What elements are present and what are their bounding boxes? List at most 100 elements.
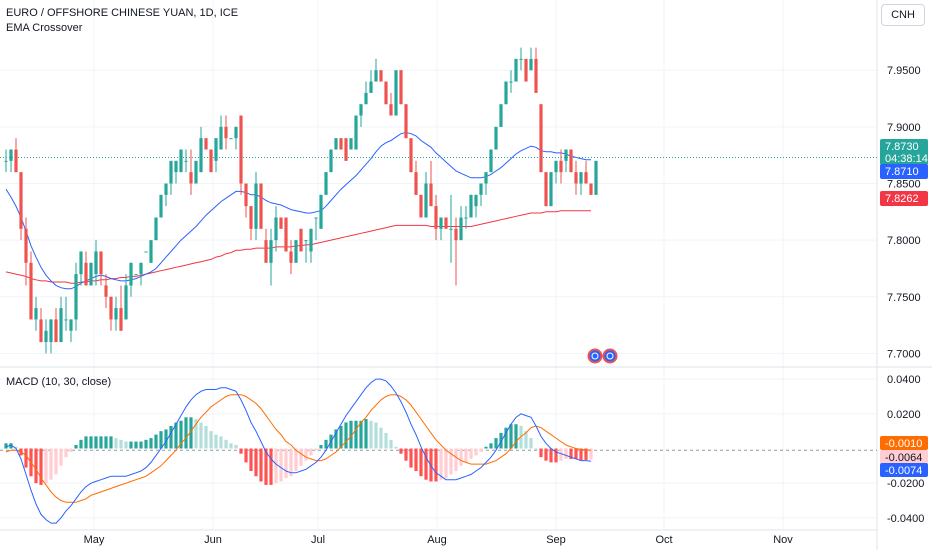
candle-body — [239, 115, 243, 184]
candle-body — [14, 149, 18, 173]
candle — [304, 240, 308, 263]
histogram-bar — [224, 439, 228, 449]
histogram-bar — [264, 448, 268, 485]
candle-body — [594, 160, 598, 195]
candle — [364, 81, 368, 105]
histogram-bar — [274, 448, 278, 484]
histogram-bar — [449, 448, 453, 475]
histogram-bar — [259, 448, 263, 482]
candle — [399, 70, 403, 105]
histogram-bar — [309, 448, 313, 456]
histogram-bar — [124, 441, 128, 449]
candle-body — [214, 138, 218, 161]
candle — [44, 319, 48, 354]
histogram-bar — [174, 422, 178, 449]
time-tick-label: Nov — [773, 534, 793, 546]
histogram-bar — [234, 445, 238, 449]
candle — [564, 149, 568, 173]
candle — [154, 217, 158, 241]
candle — [179, 149, 183, 173]
histogram-bar — [279, 448, 283, 482]
histogram-bar — [349, 420, 353, 449]
histogram-bar — [34, 448, 38, 484]
candle-body — [324, 172, 328, 195]
candle-body — [259, 183, 263, 229]
candle-body — [459, 217, 463, 241]
candle-body — [94, 251, 98, 275]
candle — [329, 149, 333, 173]
candle-body — [119, 308, 123, 331]
candle-body — [534, 58, 538, 93]
candle-body — [529, 58, 533, 71]
candle-body — [154, 217, 158, 241]
histogram-bar — [249, 448, 253, 472]
candle-body — [299, 228, 303, 252]
histogram-bar — [219, 436, 223, 449]
candle-series — [4, 47, 598, 354]
candle — [69, 319, 73, 343]
histogram-bar — [454, 448, 458, 472]
price-axis[interactable]: 7.9500 7.9000 7.8500 7.8000 7.7500 7.7000 0.04… — [887, 65, 924, 525]
histogram-bar — [404, 448, 408, 461]
candle — [354, 115, 358, 150]
candle-body — [4, 160, 8, 162]
candle — [294, 240, 298, 263]
histogram-bar — [229, 443, 233, 449]
histogram-bar — [334, 429, 338, 449]
event-markers[interactable] — [587, 348, 618, 364]
candle-body — [429, 183, 433, 207]
histogram-bar — [339, 425, 343, 449]
candle — [534, 47, 538, 93]
candle-body — [64, 319, 68, 321]
candle — [209, 149, 213, 173]
histogram-bar — [464, 448, 468, 463]
event-marker-icon[interactable] — [602, 348, 618, 364]
candle-body — [444, 217, 448, 229]
price-tick-label: 7.9000 — [887, 122, 921, 134]
candle-body — [349, 138, 353, 150]
macd-title: MACD (10, 30, close) — [6, 376, 111, 388]
candle — [579, 172, 583, 195]
candle — [214, 138, 218, 173]
candle — [184, 149, 188, 173]
candle — [14, 138, 18, 173]
candle-body — [584, 172, 588, 184]
candle — [434, 194, 438, 241]
candle — [159, 194, 163, 218]
macd-lines — [5, 378, 592, 524]
candle-body — [454, 228, 458, 241]
candle-body — [174, 160, 178, 173]
candle — [324, 172, 328, 195]
candle — [269, 228, 273, 286]
currency-button[interactable]: CNH — [881, 4, 925, 26]
candle-body — [224, 126, 228, 139]
candle-body — [539, 104, 543, 173]
event-marker-icon[interactable] — [587, 348, 603, 364]
macd-line — [5, 378, 592, 524]
histogram-bar — [129, 441, 133, 449]
price-tick-label: 7.7000 — [887, 348, 921, 360]
time-axis[interactable]: May Jun Jul Aug Sep Oct Nov — [84, 534, 794, 546]
histogram-bar — [4, 443, 8, 449]
candle — [19, 172, 23, 241]
candle-body — [439, 217, 443, 229]
candle — [144, 251, 148, 253]
histogram-bar — [374, 422, 378, 449]
histogram-bar — [524, 431, 528, 449]
candle-body — [479, 183, 483, 195]
indicator-label: EMA Crossover — [6, 22, 83, 34]
candle — [464, 206, 468, 229]
histogram-bar — [119, 439, 123, 449]
ema-slow-tag: 7.8262 — [880, 191, 928, 206]
candle-body — [149, 240, 153, 263]
histogram-bar — [214, 434, 218, 449]
ema-fast-tag: 7.8710 — [880, 164, 928, 179]
candle-body — [129, 262, 133, 286]
histogram-bar — [419, 448, 423, 477]
histogram-bar — [569, 448, 573, 459]
histogram-bar — [399, 448, 403, 454]
histogram-bar — [549, 448, 553, 463]
candle — [459, 206, 463, 241]
candle — [139, 262, 143, 286]
